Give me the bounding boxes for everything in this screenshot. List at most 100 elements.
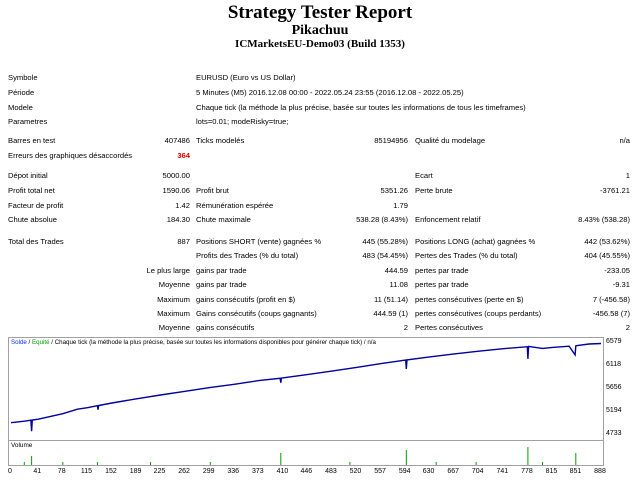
- x-tick-label: 704: [471, 468, 484, 475]
- net-profit-value: 1590.06: [162, 186, 190, 195]
- max-drawdown-label: Chute maximale: [196, 215, 251, 224]
- x-tick-label: 851: [569, 468, 582, 475]
- x-tick-label: 336: [227, 468, 240, 475]
- x-tick-label: 483: [325, 468, 337, 475]
- gross-loss-value: -3761.21: [600, 186, 630, 195]
- volume-bar: [62, 462, 64, 465]
- short-won-label: Positions SHORT (vente) gagnées %: [196, 237, 322, 246]
- x-tick-label: 446: [300, 468, 313, 475]
- x-tick-label: 778: [521, 468, 533, 475]
- x-tick-label: 520: [349, 468, 362, 475]
- total-trades-label: Total des Trades: [8, 237, 64, 246]
- x-tick-label: 115: [80, 468, 92, 475]
- x-tick-label: 0: [8, 468, 12, 475]
- payoff-label: Rémunération espérée: [196, 201, 274, 210]
- x-tick-label: 557: [374, 468, 386, 475]
- avg-consec-losses-value: 2: [625, 323, 630, 332]
- largest-prefix: Le plus large: [146, 266, 190, 275]
- x-tick-label: 410: [276, 468, 289, 475]
- x-tick-label: 815: [545, 468, 558, 475]
- symbol-value: EURUSD (Euro vs US Dollar): [196, 73, 296, 82]
- x-tick-label: 630: [422, 468, 435, 475]
- chart-legend: Solde / Equité / Chaque tick (la méthode…: [11, 339, 376, 347]
- params-value: lots=0.01; modeRisky=true;: [196, 117, 289, 126]
- gross-profit-value: 5351.26: [380, 186, 408, 195]
- y-tick-label: 6579: [606, 338, 622, 345]
- deposit-label: Dépot initial: [8, 171, 48, 180]
- balance-series-line: [10, 342, 602, 432]
- symbol-label: Symbole: [8, 73, 38, 82]
- max-consec-profit-value: 444.59 (1): [373, 309, 408, 318]
- quality-value: n/a: [619, 136, 630, 145]
- spread-label: Ecart: [415, 171, 433, 180]
- rel-drawdown-value: 8.43% (538.28): [578, 215, 630, 224]
- avg-consec-prefix: Moyenne: [158, 323, 190, 332]
- profit-trades-value: 483 (54.45%): [362, 251, 408, 260]
- max-consec-profit-label: Gains consécutifs (coups gagnants): [196, 309, 317, 318]
- server-build: ICMarketsEU-Demo03 (Build 1353): [235, 38, 405, 50]
- average-loss-value: -9.31: [612, 280, 630, 289]
- avg-consec-losses-label: Pertes consécutives: [415, 323, 483, 332]
- average-win-value: 11.08: [389, 280, 408, 289]
- loss-trades-value: 404 (45.55%): [584, 251, 630, 260]
- average-prefix: Moyenne: [158, 280, 190, 289]
- total-trades-value: 887: [177, 237, 190, 246]
- y-tick-label: 6118: [606, 360, 622, 368]
- x-tick-label: 888: [594, 468, 606, 475]
- short-won-value: 445 (55.28%): [362, 237, 408, 246]
- x-tick-label: 299: [202, 468, 215, 475]
- volume-bar: [23, 462, 25, 465]
- x-tick-label: 667: [447, 468, 459, 475]
- volume-plot: [23, 447, 577, 465]
- balance-chart: Solde / Equité / Chaque tick (la méthode…: [8, 337, 604, 441]
- volume-bar: [150, 462, 151, 465]
- expert-name: Pikachuu: [291, 23, 349, 38]
- errors-value: 364: [177, 151, 190, 160]
- volume-bar: [575, 453, 577, 465]
- volume-bar: [96, 462, 98, 465]
- gross-loss-label: Perte brute: [415, 186, 453, 195]
- volume-bar: [542, 462, 543, 465]
- avg-consec-wins-label: gains consécutifs: [196, 323, 255, 332]
- y-tick-label: 4733: [606, 430, 622, 437]
- legend-model: / Chaque tick (la méthode la plus précis…: [49, 339, 376, 346]
- largest-win-value: 444.59: [384, 266, 408, 275]
- x-tick-label: 152: [105, 468, 117, 475]
- max-consec-losses-label: pertes consécutives (perte en $): [415, 295, 524, 304]
- deposit-value: 5000.00: [162, 171, 190, 180]
- max-consec-losses-value: 7 (-456.58): [592, 295, 630, 304]
- x-tick-label: 594: [398, 468, 411, 475]
- balance-plot: [10, 342, 602, 432]
- errors-label: Erreurs des graphiques désaccordés: [8, 151, 133, 160]
- net-profit-label: Profit total net: [8, 186, 55, 195]
- largest-loss-value: -233.05: [604, 266, 630, 275]
- y-tick-label: 5656: [606, 384, 622, 391]
- legend-balance: Solde: [11, 339, 27, 346]
- largest-win-label: gains par trade: [196, 266, 247, 275]
- max-consec-wins-value: 11 (51.14): [373, 295, 408, 304]
- volume-bar: [405, 450, 407, 465]
- bars-value: 407486: [164, 136, 190, 145]
- volume-chart: Volume: [8, 440, 604, 466]
- volume-label: Volume: [11, 442, 33, 449]
- payoff-value: 1.79: [393, 201, 408, 210]
- long-won-value: 442 (53.62%): [584, 237, 630, 246]
- max-consec-prefix: Maximum: [157, 295, 190, 304]
- x-tick-label: 41: [33, 468, 42, 475]
- largest-loss-label: pertes par trade: [415, 266, 469, 275]
- legend-equity: Equité: [32, 339, 50, 346]
- x-tick-label: 189: [129, 468, 142, 475]
- volume-bar: [435, 462, 437, 465]
- abs-drawdown-value: 184.30: [166, 215, 190, 224]
- avg-consec-wins-value: 2: [403, 323, 408, 332]
- rel-drawdown-label: Enfoncement relatif: [415, 215, 481, 224]
- bars-label: Barres en test: [8, 136, 56, 145]
- max-drawdown-value: 538.28 (8.43%): [356, 215, 408, 224]
- ticks-label: Ticks modelés: [196, 136, 245, 145]
- x-tick-label: 225: [153, 468, 166, 475]
- long-won-label: Positions LONG (achat) gagnées %: [415, 237, 536, 246]
- volume-bar: [475, 462, 477, 465]
- average-win-label: gains par trade: [196, 280, 247, 289]
- x-tick-label: 741: [496, 468, 509, 475]
- volume-bar: [527, 447, 529, 465]
